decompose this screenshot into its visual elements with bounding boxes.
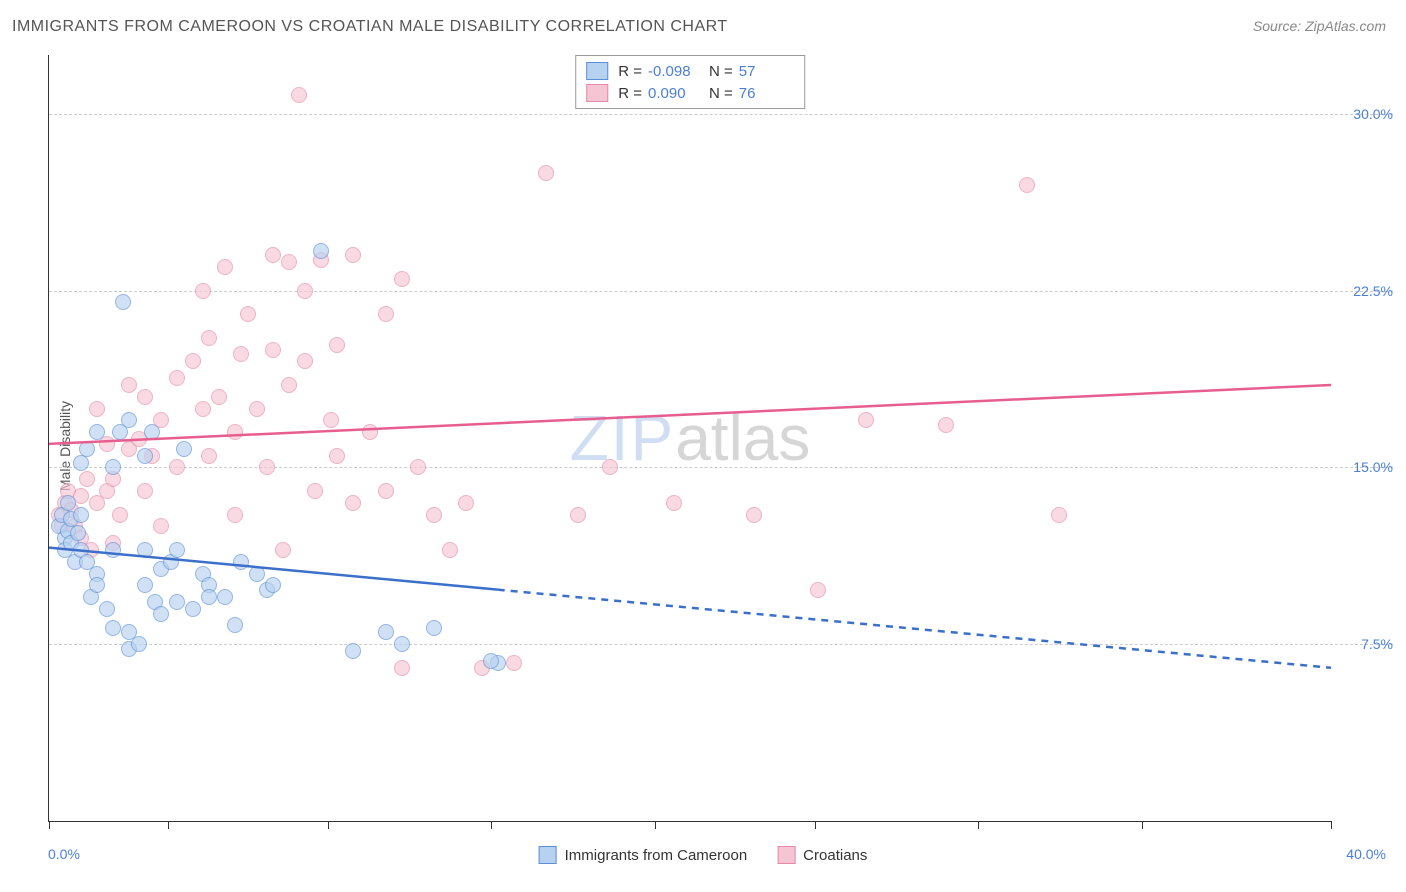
plot-area: ZIPatlas R = -0.098 N = 57 R = 0.090 N =…	[48, 55, 1331, 822]
bottom-legend: Immigrants from Cameroon Croatians	[539, 846, 868, 864]
x-tick	[655, 821, 656, 829]
x-tick	[1331, 821, 1332, 829]
trend-line	[498, 590, 1331, 668]
legend-label-s2: Croatians	[803, 847, 867, 864]
stats-n-s1: 57	[739, 63, 794, 80]
y-tick-label: 7.5%	[1361, 636, 1393, 652]
legend-swatch-s1	[539, 846, 557, 864]
stats-r-label: R =	[618, 63, 642, 80]
stats-r-s2: 0.090	[648, 85, 703, 102]
stats-legend: R = -0.098 N = 57 R = 0.090 N = 76	[575, 55, 805, 109]
stats-n-label: N =	[709, 63, 733, 80]
x-axis-min-label: 0.0%	[48, 846, 80, 862]
x-tick	[168, 821, 169, 829]
x-tick	[815, 821, 816, 829]
stats-r-s1: -0.098	[648, 63, 703, 80]
chart-container: IMMIGRANTS FROM CAMEROON VS CROATIAN MAL…	[0, 0, 1406, 892]
stats-row-s1: R = -0.098 N = 57	[586, 60, 794, 82]
x-tick	[1142, 821, 1143, 829]
x-tick	[491, 821, 492, 829]
legend-item-s2: Croatians	[777, 846, 867, 864]
stats-swatch-s1	[586, 62, 608, 80]
y-tick-label: 22.5%	[1353, 283, 1393, 299]
stats-n-label2: N =	[709, 85, 733, 102]
stats-r-label2: R =	[618, 85, 642, 102]
x-axis-max-label: 40.0%	[1346, 846, 1386, 862]
y-tick-label: 30.0%	[1353, 106, 1393, 122]
stats-n-s2: 76	[739, 85, 794, 102]
stats-swatch-s2	[586, 84, 608, 102]
x-tick	[328, 821, 329, 829]
x-tick	[49, 821, 50, 829]
legend-label-s1: Immigrants from Cameroon	[565, 847, 748, 864]
stats-row-s2: R = 0.090 N = 76	[586, 82, 794, 104]
source-label: Source: ZipAtlas.com	[1253, 18, 1386, 34]
legend-swatch-s2	[777, 846, 795, 864]
trend-line	[49, 385, 1331, 444]
trend-line	[49, 548, 498, 590]
chart-title: IMMIGRANTS FROM CAMEROON VS CROATIAN MAL…	[12, 18, 728, 36]
x-tick	[978, 821, 979, 829]
legend-item-s1: Immigrants from Cameroon	[539, 846, 748, 864]
y-tick-label: 15.0%	[1353, 459, 1393, 475]
trend-lines-svg	[49, 55, 1331, 821]
